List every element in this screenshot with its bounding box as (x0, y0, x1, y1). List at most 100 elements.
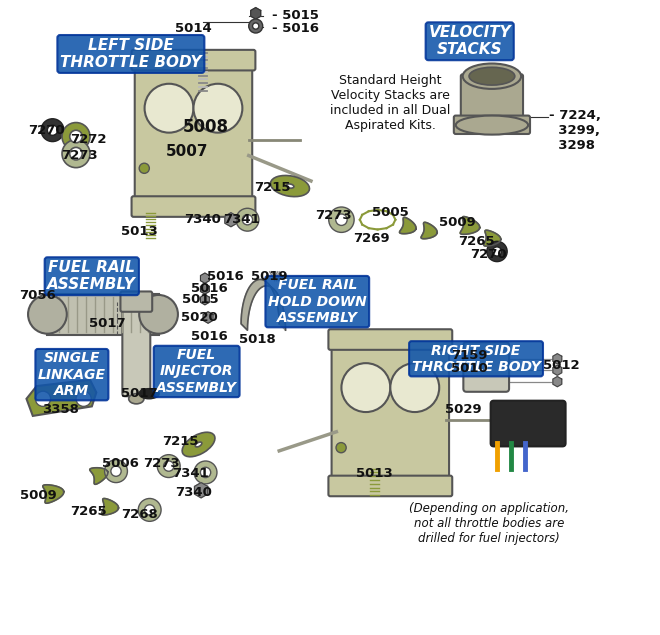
Circle shape (41, 119, 64, 142)
Ellipse shape (271, 175, 310, 197)
Circle shape (145, 84, 193, 133)
Text: 5008: 5008 (183, 118, 229, 136)
Text: 5018: 5018 (239, 333, 275, 346)
Circle shape (62, 123, 90, 150)
Text: 5020: 5020 (182, 311, 218, 324)
Text: 5013: 5013 (356, 467, 393, 479)
Text: FUEL
INJECTOR
ASSEMBLY: FUEL INJECTOR ASSEMBLY (156, 348, 237, 395)
FancyBboxPatch shape (131, 50, 255, 70)
Circle shape (111, 466, 121, 476)
Text: Standard Height
Velocity Stacks are
included in all Dual
Aspirated Kits.: Standard Height Velocity Stacks are incl… (330, 74, 451, 132)
Text: 7215: 7215 (162, 435, 199, 448)
Text: 7341: 7341 (222, 213, 259, 225)
Text: 5016: 5016 (207, 270, 244, 283)
Polygon shape (203, 312, 213, 323)
Polygon shape (241, 279, 286, 330)
Text: 7215: 7215 (255, 181, 291, 194)
Ellipse shape (469, 67, 515, 85)
Circle shape (145, 505, 155, 515)
Text: 5005: 5005 (372, 206, 409, 219)
Text: 5029: 5029 (445, 403, 482, 416)
Text: 7273: 7273 (315, 210, 352, 222)
FancyBboxPatch shape (331, 340, 449, 486)
FancyBboxPatch shape (463, 342, 509, 392)
Circle shape (104, 460, 127, 483)
Polygon shape (90, 468, 108, 485)
Text: 5016: 5016 (191, 330, 228, 343)
Polygon shape (553, 365, 562, 375)
Text: 5010: 5010 (451, 362, 488, 375)
Text: RIGHT SIDE
THROTTLE BODY: RIGHT SIDE THROTTLE BODY (412, 344, 541, 374)
Text: (Depending on application,
not all throttle bodies are
drilled for fuel injector: (Depending on application, not all throt… (409, 502, 569, 545)
Circle shape (329, 207, 354, 232)
FancyBboxPatch shape (120, 291, 152, 312)
Ellipse shape (129, 394, 144, 404)
Text: 5007: 5007 (166, 144, 209, 159)
Circle shape (139, 295, 178, 334)
Text: FUEL RAIL
HOLD DOWN
ASSEMBLY: FUEL RAIL HOLD DOWN ASSEMBLY (268, 278, 367, 325)
Text: 5016: 5016 (191, 283, 228, 295)
Text: 5017: 5017 (90, 318, 126, 330)
Polygon shape (201, 273, 209, 283)
Ellipse shape (182, 432, 215, 457)
Circle shape (157, 455, 180, 478)
Polygon shape (201, 284, 209, 294)
Text: 7273: 7273 (143, 457, 180, 470)
Circle shape (76, 391, 91, 406)
Text: 5019: 5019 (251, 270, 288, 283)
Circle shape (36, 391, 51, 406)
Circle shape (70, 147, 82, 160)
Polygon shape (553, 354, 562, 364)
Text: 5017: 5017 (121, 387, 158, 400)
Text: 7056: 7056 (20, 289, 56, 302)
Text: 7341: 7341 (172, 467, 209, 479)
Text: - 5016: - 5016 (271, 22, 319, 35)
FancyBboxPatch shape (135, 60, 252, 206)
FancyBboxPatch shape (329, 476, 452, 496)
FancyBboxPatch shape (122, 305, 150, 396)
Text: 7270: 7270 (471, 248, 507, 260)
Circle shape (253, 23, 259, 29)
Ellipse shape (286, 184, 294, 188)
Circle shape (194, 461, 217, 484)
Circle shape (249, 19, 263, 33)
Circle shape (341, 363, 390, 412)
Text: 7340: 7340 (175, 486, 212, 498)
Text: 5009: 5009 (439, 216, 475, 229)
Text: - 5015: - 5015 (271, 10, 319, 22)
Circle shape (336, 443, 346, 453)
Circle shape (70, 130, 82, 143)
Text: 5006: 5006 (102, 457, 139, 470)
Circle shape (48, 125, 57, 135)
Text: 3358: 3358 (42, 403, 79, 416)
Circle shape (487, 241, 507, 262)
Text: 7270: 7270 (28, 124, 65, 137)
Ellipse shape (139, 389, 159, 399)
Circle shape (193, 84, 242, 133)
Polygon shape (26, 380, 96, 416)
Text: - 7224,
  3299,
  3298: - 7224, 3299, 3298 (549, 109, 601, 152)
Polygon shape (225, 213, 237, 227)
Polygon shape (460, 217, 480, 234)
Ellipse shape (195, 442, 202, 447)
Circle shape (236, 208, 259, 231)
FancyBboxPatch shape (461, 74, 523, 119)
Text: 5009: 5009 (20, 489, 56, 502)
Polygon shape (201, 295, 209, 305)
Polygon shape (399, 217, 416, 234)
Polygon shape (553, 377, 562, 387)
FancyBboxPatch shape (490, 401, 566, 446)
Text: 5015: 5015 (182, 293, 218, 306)
Circle shape (164, 461, 174, 471)
Text: 7265: 7265 (71, 505, 107, 518)
Polygon shape (484, 231, 501, 246)
Text: SINGLE
LINKAGE
ARM: SINGLE LINKAGE ARM (38, 351, 106, 398)
Polygon shape (421, 222, 437, 239)
Text: 5013: 5013 (121, 225, 158, 238)
Circle shape (336, 214, 347, 225)
FancyBboxPatch shape (131, 196, 255, 217)
Polygon shape (102, 498, 119, 515)
Text: 7272: 7272 (71, 133, 107, 146)
Text: 7268: 7268 (121, 508, 158, 521)
FancyBboxPatch shape (329, 330, 452, 350)
